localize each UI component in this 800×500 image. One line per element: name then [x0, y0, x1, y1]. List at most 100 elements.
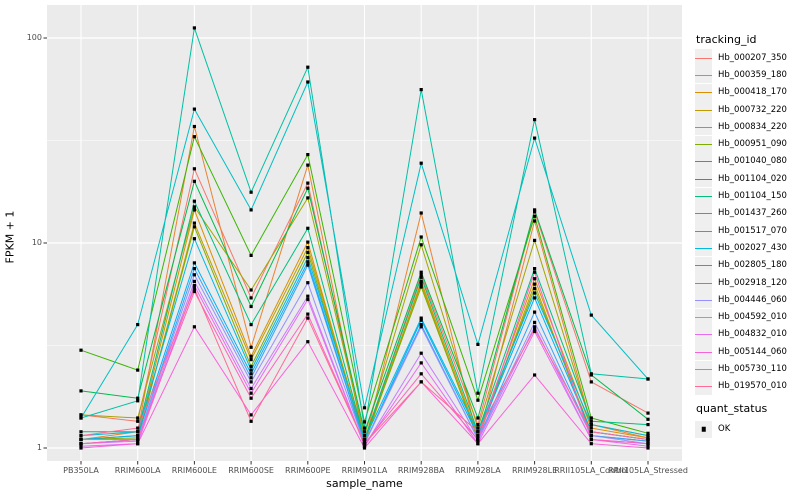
data-point-marker[interactable] — [192, 267, 196, 271]
data-point-marker[interactable] — [192, 284, 196, 288]
data-point-marker[interactable] — [306, 163, 310, 167]
data-point-marker[interactable] — [192, 225, 196, 229]
data-point-marker[interactable] — [362, 446, 367, 450]
data-point-marker[interactable] — [362, 444, 367, 448]
data-point-marker[interactable] — [533, 296, 537, 300]
data-point-marker[interactable] — [646, 434, 650, 438]
data-point-marker[interactable] — [476, 426, 480, 430]
data-point-marker[interactable] — [192, 124, 196, 129]
data-point-marker[interactable] — [476, 391, 480, 395]
data-point-marker[interactable] — [79, 389, 83, 393]
data-point-marker[interactable] — [249, 380, 253, 384]
data-point-marker[interactable] — [306, 312, 310, 316]
data-point-marker[interactable] — [249, 386, 253, 391]
data-point-marker[interactable] — [533, 373, 537, 377]
data-point-marker[interactable] — [249, 376, 253, 380]
data-point-marker[interactable] — [362, 437, 367, 442]
data-point-marker[interactable] — [306, 153, 310, 157]
data-point-marker[interactable] — [306, 65, 310, 69]
data-point-marker[interactable] — [192, 237, 196, 241]
data-point-marker[interactable] — [362, 406, 367, 410]
data-point-marker[interactable] — [646, 431, 650, 435]
data-point-marker[interactable] — [589, 380, 593, 384]
data-point-marker[interactable] — [362, 426, 367, 430]
data-point-marker[interactable] — [533, 310, 537, 314]
data-point-marker[interactable] — [419, 361, 423, 365]
data-point-marker[interactable] — [419, 380, 423, 384]
data-point-marker[interactable] — [646, 437, 650, 442]
data-point-marker[interactable] — [306, 250, 310, 254]
data-point-marker[interactable] — [419, 161, 423, 165]
data-point-marker[interactable] — [419, 285, 423, 289]
data-point-marker[interactable] — [646, 444, 650, 448]
data-point-marker[interactable] — [136, 442, 140, 446]
data-point-marker[interactable] — [476, 416, 480, 420]
data-point-marker[interactable] — [589, 313, 593, 317]
data-point-marker[interactable] — [533, 210, 537, 214]
data-point-marker[interactable] — [192, 167, 196, 171]
data-point-marker[interactable] — [646, 442, 650, 446]
data-point-marker[interactable] — [306, 80, 310, 84]
data-point-marker[interactable] — [476, 342, 480, 346]
data-point-marker[interactable] — [192, 221, 196, 225]
data-point-marker[interactable] — [249, 419, 253, 423]
data-point-marker[interactable] — [419, 88, 423, 92]
data-point-marker[interactable] — [419, 372, 423, 376]
data-point-marker[interactable] — [476, 442, 480, 446]
data-point-marker[interactable] — [533, 270, 537, 274]
data-point-marker[interactable] — [419, 235, 423, 239]
data-point-marker[interactable] — [136, 430, 140, 434]
data-point-marker[interactable] — [192, 325, 196, 329]
data-point-marker[interactable] — [589, 430, 593, 434]
data-point-marker[interactable] — [533, 286, 537, 291]
data-point-marker[interactable] — [533, 208, 537, 212]
data-point-marker[interactable] — [136, 323, 140, 327]
data-point-marker[interactable] — [79, 437, 83, 442]
data-point-marker[interactable] — [136, 368, 140, 372]
data-point-marker[interactable] — [306, 226, 310, 230]
data-point-marker[interactable] — [533, 325, 537, 329]
data-point-marker[interactable] — [249, 413, 253, 417]
data-point-marker[interactable] — [306, 255, 310, 260]
data-point-marker[interactable] — [136, 396, 140, 400]
data-point-marker[interactable] — [136, 419, 140, 423]
data-point-marker[interactable] — [306, 196, 310, 200]
data-point-marker[interactable] — [136, 434, 140, 438]
data-point-marker[interactable] — [419, 273, 423, 277]
data-point-marker[interactable] — [249, 323, 253, 327]
data-point-marker[interactable] — [249, 354, 253, 358]
data-point-marker[interactable] — [306, 281, 310, 285]
data-point-marker[interactable] — [646, 446, 650, 450]
data-point-marker[interactable] — [419, 325, 423, 329]
data-point-marker[interactable] — [646, 417, 650, 421]
data-point-marker[interactable] — [306, 263, 310, 267]
data-point-marker[interactable] — [362, 430, 367, 434]
data-point-marker[interactable] — [79, 444, 83, 448]
data-point-marker[interactable] — [79, 413, 83, 417]
data-point-marker[interactable] — [589, 423, 593, 427]
data-point-marker[interactable] — [249, 345, 253, 349]
data-point-marker[interactable] — [589, 437, 593, 442]
data-point-marker[interactable] — [192, 107, 196, 111]
data-point-marker[interactable] — [589, 372, 593, 376]
data-point-marker[interactable] — [306, 297, 310, 302]
data-point-marker[interactable] — [192, 179, 196, 183]
data-point-marker[interactable] — [136, 437, 140, 442]
data-point-marker[interactable] — [533, 329, 537, 334]
data-point-marker[interactable] — [249, 391, 253, 395]
data-point-marker[interactable] — [533, 282, 537, 286]
data-point-marker[interactable] — [589, 434, 593, 438]
data-point-marker[interactable] — [419, 323, 423, 327]
data-point-marker[interactable] — [533, 219, 537, 223]
data-point-marker[interactable] — [533, 136, 537, 140]
data-point-marker[interactable] — [419, 279, 423, 283]
data-point-marker[interactable] — [533, 214, 537, 218]
data-point-marker[interactable] — [362, 442, 367, 446]
data-point-marker[interactable] — [533, 238, 537, 242]
data-point-marker[interactable] — [419, 316, 423, 320]
data-point-marker[interactable] — [249, 364, 253, 368]
data-point-marker[interactable] — [306, 260, 310, 264]
data-point-marker[interactable] — [533, 277, 537, 281]
data-point-marker[interactable] — [362, 420, 367, 424]
data-point-marker[interactable] — [589, 442, 593, 446]
